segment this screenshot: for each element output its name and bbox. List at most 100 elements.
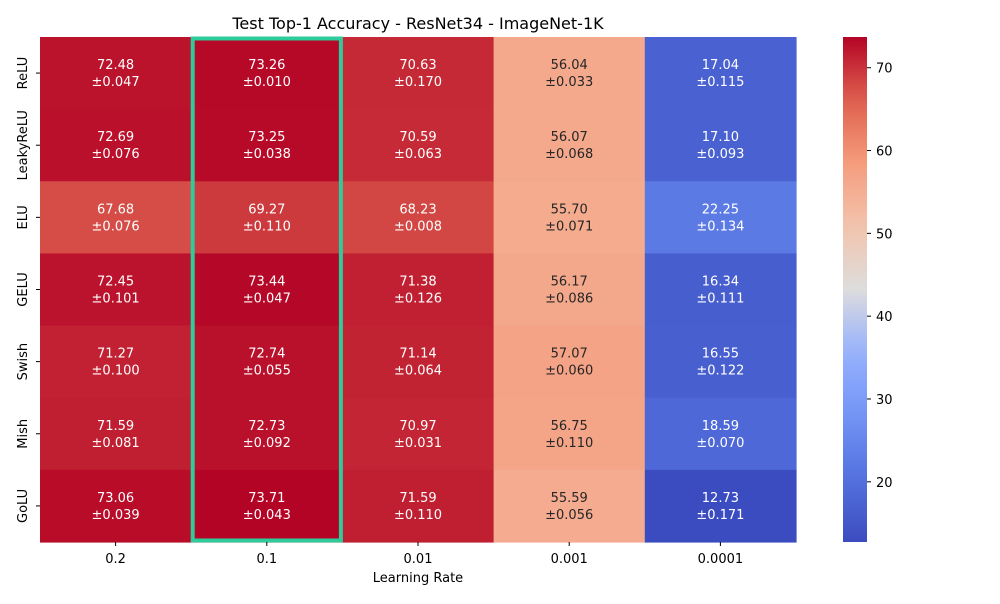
y-tick-label: LeakyReLU <box>16 110 31 180</box>
cell-std-label: ±0.086 <box>545 291 593 306</box>
cell-value-label: 16.55 <box>702 347 739 362</box>
heatmap-cell <box>644 253 797 327</box>
cell-value-label: 72.74 <box>248 347 285 362</box>
cell-value-label: 73.44 <box>248 274 285 289</box>
colorbar-gradient <box>843 37 867 542</box>
cell-value-label: 72.48 <box>97 58 134 73</box>
heatmap-cell <box>644 325 797 399</box>
y-tick-label: GoLU <box>16 489 31 523</box>
heatmap-cell <box>40 253 192 327</box>
cell-std-label: ±0.110 <box>545 436 593 451</box>
heatmap-cell <box>644 109 797 182</box>
cell-value-label: 22.25 <box>702 202 739 217</box>
heatmap-cell <box>644 397 797 471</box>
colorbar: 20 30 40 50 60 70 <box>843 37 893 542</box>
cell-value-label: 69.27 <box>248 202 285 217</box>
highlight-box <box>190 36 343 543</box>
y-tick-label: Swish <box>16 343 31 381</box>
heatmap-cell <box>493 109 646 182</box>
cell-value-label: 71.27 <box>97 347 134 362</box>
heatmap-cell <box>644 181 797 255</box>
x-tick-label: 0.001 <box>551 552 588 567</box>
cell-value-label: 56.17 <box>551 274 588 289</box>
cell-std-label: ±0.171 <box>696 508 744 523</box>
cell-value-label: 71.59 <box>399 491 436 506</box>
cell-std-label: ±0.068 <box>545 147 593 162</box>
cell-value-label: 17.04 <box>702 58 739 73</box>
heatmap-cell <box>644 469 797 543</box>
x-tick-label: 0.0001 <box>698 552 744 567</box>
heatmap-cell <box>342 181 495 255</box>
cell-value-label: 56.75 <box>551 419 588 434</box>
y-tick-label: Mish <box>16 419 31 449</box>
cell-value-label: 57.07 <box>551 347 588 362</box>
cell-value-label: 55.70 <box>551 202 588 217</box>
cell-std-label: ±0.047 <box>243 291 291 306</box>
colorbar-tick-label: 60 <box>876 145 893 160</box>
x-axis: 0.2 0.1 0.01 0.001 0.0001 <box>105 541 744 567</box>
cell-std-label: ±0.056 <box>545 508 593 523</box>
cell-value-label: 73.25 <box>248 130 285 145</box>
heatmap-cell <box>40 397 192 471</box>
cell-value-label: 70.97 <box>399 419 436 434</box>
heatmap-cell <box>40 181 192 255</box>
cell-value-label: 70.59 <box>399 130 436 145</box>
cell-value-label: 56.07 <box>551 130 588 145</box>
heatmap-cell <box>342 397 495 471</box>
cell-value-label: 72.69 <box>97 130 134 145</box>
heatmap-cell <box>493 469 646 543</box>
cell-std-label: ±0.115 <box>696 75 744 90</box>
y-tick-label: ReLU <box>16 57 31 90</box>
x-tick-label: 0.2 <box>105 552 126 567</box>
heatmap-cell <box>493 253 646 327</box>
cell-std-label: ±0.031 <box>394 436 442 451</box>
x-tick-label: 0.01 <box>404 552 433 567</box>
heatmap-cell <box>493 181 646 255</box>
x-tick-label: 0.1 <box>256 552 277 567</box>
cell-std-label: ±0.110 <box>394 508 442 523</box>
heatmap-cell <box>191 397 343 471</box>
cell-std-label: ±0.101 <box>92 291 140 306</box>
cell-value-label: 71.59 <box>97 419 134 434</box>
heatmap-cell <box>342 109 495 182</box>
cell-value-label: 70.63 <box>399 58 436 73</box>
cell-std-label: ±0.063 <box>394 147 442 162</box>
cell-std-label: ±0.134 <box>696 219 744 234</box>
cell-std-label: ±0.064 <box>394 364 442 379</box>
cell-value-label: 67.68 <box>97 202 134 217</box>
cell-value-label: 71.38 <box>399 274 436 289</box>
cell-value-label: 17.10 <box>702 130 739 145</box>
colorbar-tick-label: 40 <box>876 310 893 325</box>
cell-std-label: ±0.111 <box>696 291 744 306</box>
y-tick-label: GELU <box>16 272 31 306</box>
heatmap-cell <box>493 37 646 110</box>
heatmap-cell <box>40 37 192 110</box>
cell-std-label: ±0.047 <box>92 75 140 90</box>
cell-std-label: ±0.081 <box>92 436 140 451</box>
heatmap-cell <box>342 325 495 399</box>
colorbar-tick-label: 70 <box>876 62 893 77</box>
cell-std-label: ±0.060 <box>545 364 593 379</box>
cell-std-label: ±0.038 <box>243 147 291 162</box>
cell-std-label: ±0.076 <box>92 147 140 162</box>
cell-std-label: ±0.122 <box>696 364 744 379</box>
cell-value-label: 68.23 <box>399 202 436 217</box>
heatmap-cell <box>191 469 343 543</box>
heatmap-cell-labels: 72.48 ±0.047 73.26 ±0.010 70.63 ±0.170 56.04 ±0… <box>92 58 745 523</box>
colorbar-tick-label: 20 <box>876 476 893 491</box>
cell-value-label: 73.26 <box>248 58 285 73</box>
cell-value-label: 73.71 <box>248 491 285 506</box>
heatmap-cell <box>342 469 495 543</box>
cell-std-label: ±0.110 <box>243 219 291 234</box>
heatmap-cell <box>40 469 192 543</box>
heatmap-cell <box>191 109 343 182</box>
cell-value-label: 72.45 <box>97 274 134 289</box>
cell-std-label: ±0.043 <box>243 508 291 523</box>
heatmap-cell <box>40 325 192 399</box>
heatmap-cell <box>342 253 495 327</box>
cell-value-label: 71.14 <box>399 347 436 362</box>
chart-title: Test Top-1 Accuracy - ResNet34 - ImageNe… <box>231 14 604 33</box>
heatmap-cell <box>644 37 797 110</box>
cell-std-label: ±0.055 <box>243 364 291 379</box>
